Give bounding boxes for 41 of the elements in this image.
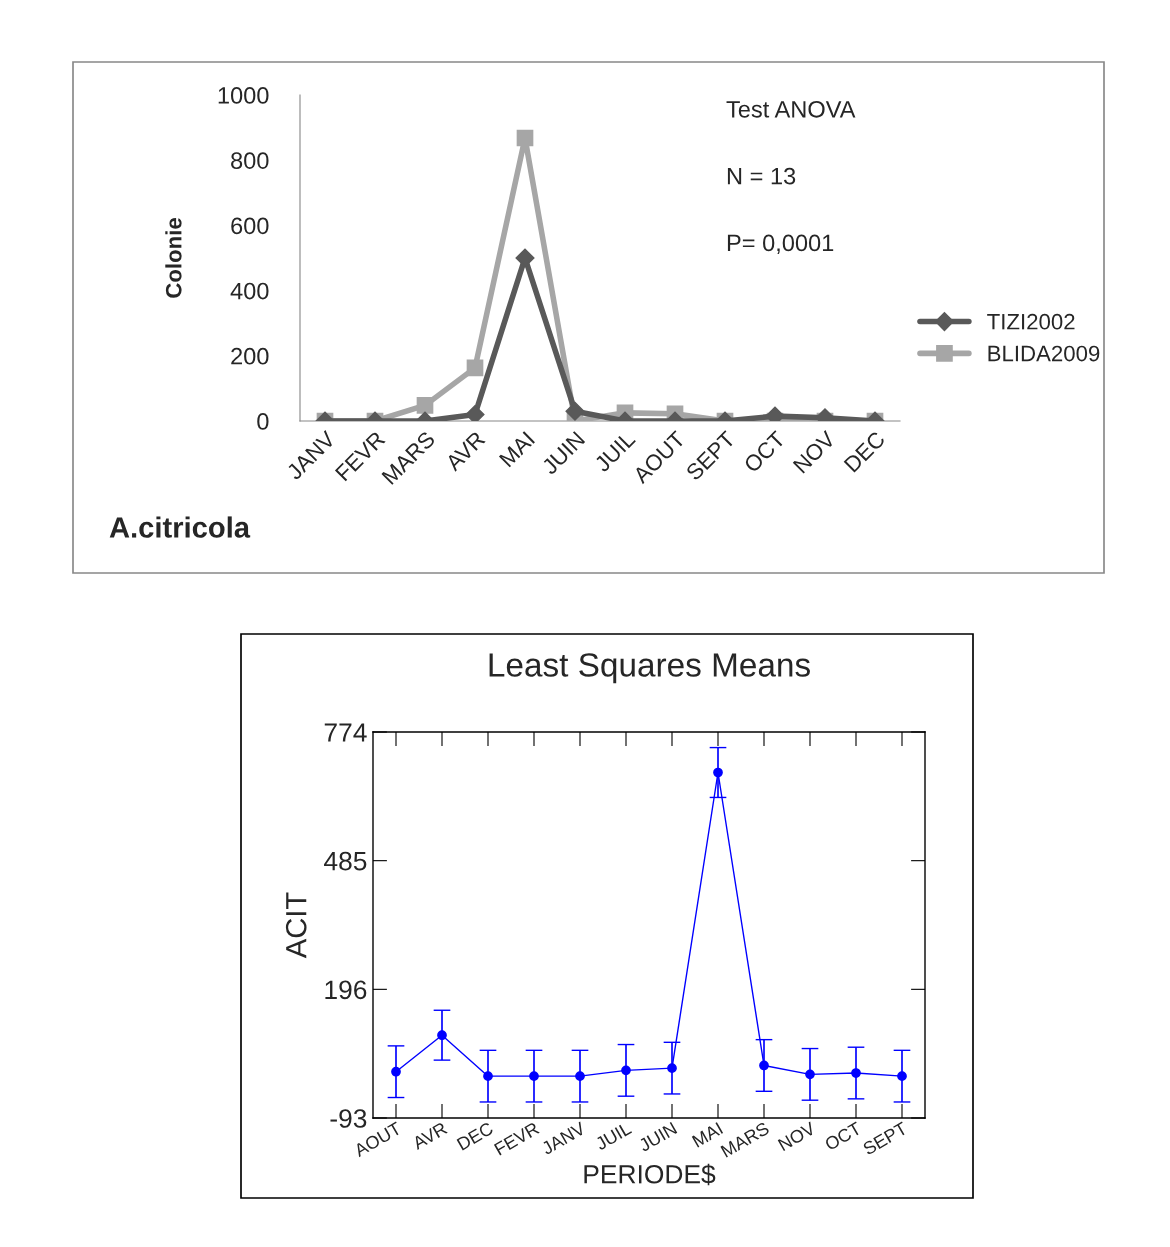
y-axis-title: Colonie (165, 218, 182, 298)
point (529, 1071, 539, 1082)
point (483, 1071, 493, 1082)
x-tick-label: MAI (498, 431, 535, 468)
x-tick-label: JUIN (637, 1122, 678, 1153)
y-tick-label: 800 (231, 152, 269, 169)
annotation: N = 13 (727, 167, 796, 185)
point (575, 1071, 585, 1082)
point (713, 767, 723, 778)
legend-label: TIZI2002 (987, 313, 1075, 330)
y-tick-label: 196 (325, 980, 367, 1000)
y-axis-title: ACIT (285, 892, 307, 959)
x-tick-label: AVR (411, 1121, 448, 1150)
annotation: Test ANOVA (726, 100, 856, 118)
point (437, 1030, 447, 1041)
point (621, 1065, 631, 1076)
y-tick-label: 600 (231, 217, 269, 235)
legend-label: BLIDA2009 (988, 345, 1100, 362)
y-tick-label: 400 (230, 282, 269, 300)
x-tick-label: JUIL (593, 430, 637, 473)
point (667, 1063, 677, 1073)
x-tick-label: JUIL (594, 1121, 633, 1151)
point (516, 129, 534, 147)
point (805, 1069, 815, 1080)
x-tick-label: DEC (456, 1121, 495, 1151)
point (851, 1068, 861, 1078)
chart-title: Least Squares Means (489, 653, 810, 684)
point (515, 248, 535, 268)
y-tick-label: 0 (257, 413, 269, 430)
point (391, 1066, 401, 1077)
y-tick-label: 200 (231, 347, 269, 365)
x-tick-label: OCT (823, 1121, 863, 1151)
y-tick-label: 1000 (218, 87, 269, 104)
point (759, 1060, 769, 1071)
x-tick-label: NOV (777, 1121, 817, 1152)
x-axis-title: PERIODE$ (584, 1163, 716, 1186)
y-tick-label: 774 (324, 723, 367, 742)
point (897, 1071, 907, 1082)
y-tick-label: 485 (324, 851, 367, 871)
annotation: P= 0,0001 (727, 234, 834, 255)
text: A.citricola (109, 516, 251, 538)
